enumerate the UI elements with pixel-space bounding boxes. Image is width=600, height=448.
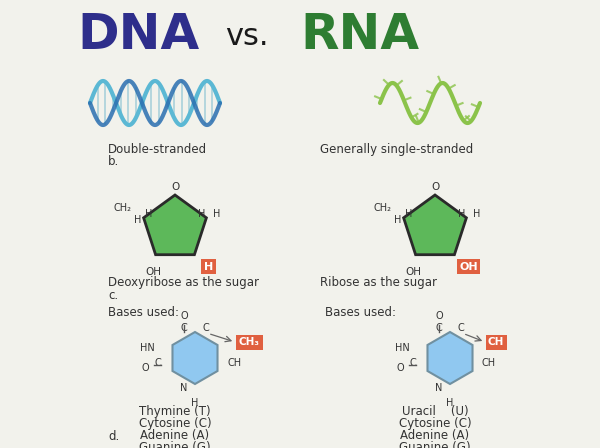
Text: H: H: [197, 209, 205, 219]
FancyBboxPatch shape: [457, 259, 480, 274]
Text: Guanine (G): Guanine (G): [399, 441, 471, 448]
Text: Cytosine (C): Cytosine (C): [398, 417, 472, 430]
Text: Double-stranded: Double-stranded: [108, 143, 207, 156]
Polygon shape: [172, 332, 218, 384]
FancyBboxPatch shape: [201, 259, 216, 274]
Text: d.: d.: [108, 430, 119, 443]
Text: O: O: [435, 311, 443, 321]
Text: Generally single-stranded: Generally single-stranded: [320, 143, 473, 156]
Text: Thymine (T): Thymine (T): [139, 405, 211, 418]
Text: H: H: [458, 209, 465, 219]
Text: Bases used:: Bases used:: [325, 306, 396, 319]
Text: HN: HN: [395, 343, 410, 353]
Text: CH: CH: [482, 358, 496, 368]
Text: C: C: [458, 323, 464, 333]
Text: OH: OH: [459, 262, 478, 271]
Text: O: O: [397, 363, 404, 373]
Text: H: H: [473, 209, 480, 219]
Text: OH: OH: [146, 267, 161, 277]
Text: O: O: [171, 182, 179, 192]
Text: HN: HN: [140, 343, 155, 353]
Text: H: H: [212, 209, 220, 219]
Text: H: H: [405, 209, 412, 219]
Text: O: O: [142, 363, 149, 373]
Text: C: C: [181, 323, 187, 333]
Text: H: H: [204, 262, 213, 271]
Text: H: H: [145, 209, 152, 219]
Text: Ribose as the sugar: Ribose as the sugar: [320, 276, 437, 289]
Text: CH₂: CH₂: [113, 203, 131, 213]
Text: Adenine (A): Adenine (A): [400, 429, 470, 442]
Text: DNA: DNA: [77, 11, 199, 59]
Text: C: C: [436, 323, 442, 333]
Polygon shape: [427, 332, 473, 384]
Text: C: C: [409, 358, 416, 368]
Text: RNA: RNA: [301, 11, 419, 59]
FancyBboxPatch shape: [235, 335, 263, 349]
Text: C: C: [154, 358, 161, 368]
Text: CH: CH: [227, 358, 241, 368]
Text: H: H: [394, 215, 401, 225]
Text: H: H: [191, 398, 199, 408]
Text: b.: b.: [108, 155, 119, 168]
Text: Uracil    (U): Uracil (U): [401, 405, 469, 418]
Text: Cytosine (C): Cytosine (C): [139, 417, 211, 430]
Text: O: O: [180, 311, 188, 321]
Text: C: C: [203, 323, 209, 333]
Polygon shape: [143, 195, 206, 255]
Text: Adenine (A): Adenine (A): [140, 429, 209, 442]
Text: O: O: [431, 182, 439, 192]
Text: H: H: [134, 215, 142, 225]
Text: H: H: [446, 398, 454, 408]
Text: OH: OH: [406, 267, 422, 277]
Text: vs.: vs.: [225, 22, 269, 51]
FancyBboxPatch shape: [485, 335, 506, 349]
Text: N: N: [181, 383, 188, 392]
Polygon shape: [404, 195, 466, 255]
Text: CH: CH: [488, 337, 504, 347]
Text: N: N: [436, 383, 443, 392]
Text: Guanine (G): Guanine (G): [139, 441, 211, 448]
Text: c.: c.: [108, 289, 118, 302]
Text: CH₃: CH₃: [239, 337, 260, 347]
Text: CH₂: CH₂: [374, 203, 392, 213]
Text: Deoxyribose as the sugar: Deoxyribose as the sugar: [108, 276, 259, 289]
Text: Bases used:: Bases used:: [108, 306, 179, 319]
